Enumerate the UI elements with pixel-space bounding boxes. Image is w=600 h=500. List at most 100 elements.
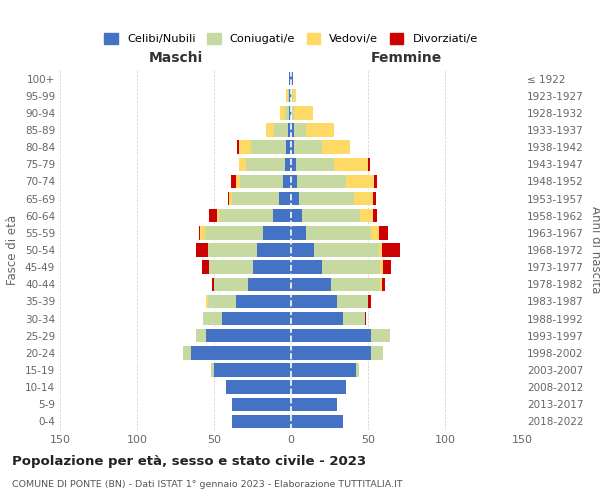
Bar [239,158,247,171]
Bar [247,158,285,171]
Bar [294,106,313,120]
Bar [231,174,236,188]
Bar [291,244,314,256]
Bar [285,106,289,120]
Bar [383,260,391,274]
Bar [373,209,377,222]
Bar [286,89,288,102]
Bar [206,329,291,342]
Bar [354,192,373,205]
Bar [196,244,208,256]
Bar [380,278,382,291]
Bar [307,124,334,136]
Bar [382,278,385,291]
Bar [293,89,296,102]
Bar [285,158,291,171]
Bar [251,140,286,154]
Bar [291,226,307,239]
Bar [226,380,291,394]
Text: Maschi: Maschi [148,51,203,65]
Bar [248,278,291,291]
Bar [291,364,356,376]
Bar [291,174,297,188]
Bar [334,158,368,171]
Bar [291,89,293,102]
Bar [232,414,291,428]
Bar [294,124,307,136]
Text: Popolazione per età, sesso e stato civile - 2023: Popolazione per età, sesso e stato civil… [12,455,366,468]
Bar [368,294,371,308]
Bar [291,140,294,154]
Bar [272,209,291,222]
Bar [203,312,222,326]
Bar [289,106,291,120]
Bar [289,89,291,102]
Bar [291,380,346,394]
Bar [236,174,240,188]
Bar [337,294,368,308]
Bar [278,192,291,205]
Bar [214,278,248,291]
Bar [291,106,294,120]
Bar [356,364,359,376]
Bar [302,209,360,222]
Bar [206,294,208,308]
Bar [232,192,278,205]
Bar [291,294,337,308]
Bar [183,346,191,360]
Bar [371,346,383,360]
Bar [217,209,218,222]
Bar [297,174,346,188]
Bar [266,124,274,136]
Bar [283,174,291,188]
Bar [257,244,291,256]
Bar [291,72,293,86]
Bar [380,260,383,274]
Text: Femmine: Femmine [371,51,442,65]
Legend: Celibi/Nubili, Coniugati/e, Vedovi/e, Divorziati/e: Celibi/Nubili, Coniugati/e, Vedovi/e, Di… [100,29,482,49]
Bar [291,278,331,291]
Bar [346,174,374,188]
Bar [291,158,296,171]
Bar [218,209,272,222]
Bar [205,226,263,239]
Bar [307,226,371,239]
Bar [212,278,214,291]
Bar [291,312,343,326]
Bar [343,312,365,326]
Bar [296,158,334,171]
Bar [291,329,371,342]
Bar [382,244,400,256]
Bar [199,226,200,239]
Bar [360,209,373,222]
Bar [209,260,253,274]
Bar [291,398,337,411]
Bar [274,124,288,136]
Bar [314,244,379,256]
Bar [291,124,294,136]
Bar [374,174,377,188]
Bar [202,260,209,274]
Bar [322,260,380,274]
Bar [299,192,354,205]
Bar [288,124,291,136]
Bar [294,140,322,154]
Bar [371,226,379,239]
Bar [208,294,236,308]
Bar [289,72,291,86]
Bar [365,312,367,326]
Bar [237,140,239,154]
Bar [291,192,299,205]
Bar [236,294,291,308]
Bar [371,329,389,342]
Bar [331,278,380,291]
Bar [322,140,350,154]
Bar [229,192,232,205]
Bar [291,260,322,274]
Bar [228,192,229,205]
Bar [239,140,251,154]
Bar [373,192,376,205]
Y-axis label: Fasce di età: Fasce di età [7,215,19,285]
Bar [209,209,217,222]
Bar [291,209,302,222]
